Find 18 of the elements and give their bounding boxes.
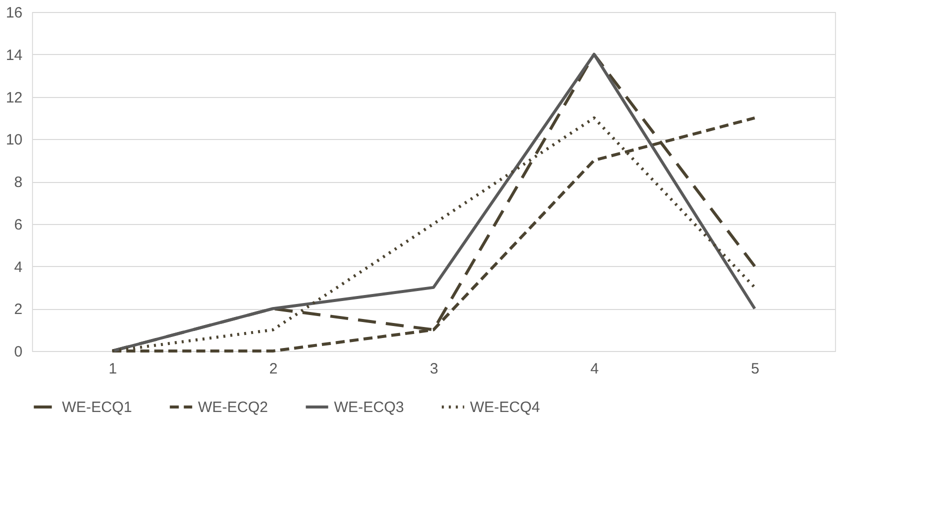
legend-label: WE-ECQ4 — [470, 399, 540, 416]
x-tick-label: 3 — [430, 360, 438, 378]
y-tick-label: 6 — [14, 216, 22, 234]
x-tick-label: 1 — [108, 360, 117, 378]
legend-label: WE-ECQ2 — [198, 399, 268, 416]
x-tick-label: 2 — [269, 360, 278, 378]
y-tick-label: 4 — [14, 258, 22, 276]
y-tick-label: 12 — [6, 89, 22, 106]
y-tick-label: 2 — [14, 301, 22, 318]
y-tick-label: 8 — [14, 174, 22, 191]
y-tick-label: 14 — [6, 46, 22, 64]
y-tick-label: 0 — [14, 344, 22, 360]
y-tick-label: 10 — [6, 132, 22, 149]
y-tick-label: 16 — [6, 4, 22, 22]
x-tick-label: 4 — [590, 360, 599, 378]
x-tick-label: 5 — [751, 360, 760, 378]
legend-label: WE-ECQ1 — [62, 399, 132, 416]
legend-label: WE-ECQ3 — [334, 399, 404, 416]
